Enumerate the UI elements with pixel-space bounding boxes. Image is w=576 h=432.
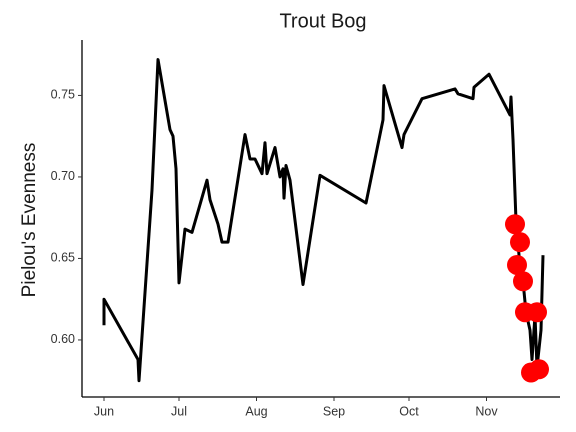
y-axis-label: Pielou's Evenness <box>19 143 40 298</box>
highlight-point <box>527 302 547 323</box>
highlight-point <box>513 271 533 292</box>
line <box>102 58 545 383</box>
x-tick-label: Jun <box>94 404 114 418</box>
x-tick-label: Oct <box>399 404 419 418</box>
highlight-point <box>507 254 527 275</box>
highlight-point <box>510 232 530 253</box>
highlight-point <box>505 214 525 235</box>
x-tick-label: Jul <box>171 404 187 418</box>
chart-title: Trout Bog <box>279 10 366 32</box>
y-tick-label: 0.65 <box>51 251 75 265</box>
x-tick-label: Nov <box>475 404 498 418</box>
y-tick-label: 0.60 <box>51 332 75 346</box>
x-tick-label: Sep <box>323 404 345 418</box>
y-tick-label: 0.70 <box>51 169 75 183</box>
highlight-point <box>529 359 549 380</box>
x-tick-label: Aug <box>245 404 267 418</box>
y-tick-label: 0.75 <box>51 88 75 102</box>
